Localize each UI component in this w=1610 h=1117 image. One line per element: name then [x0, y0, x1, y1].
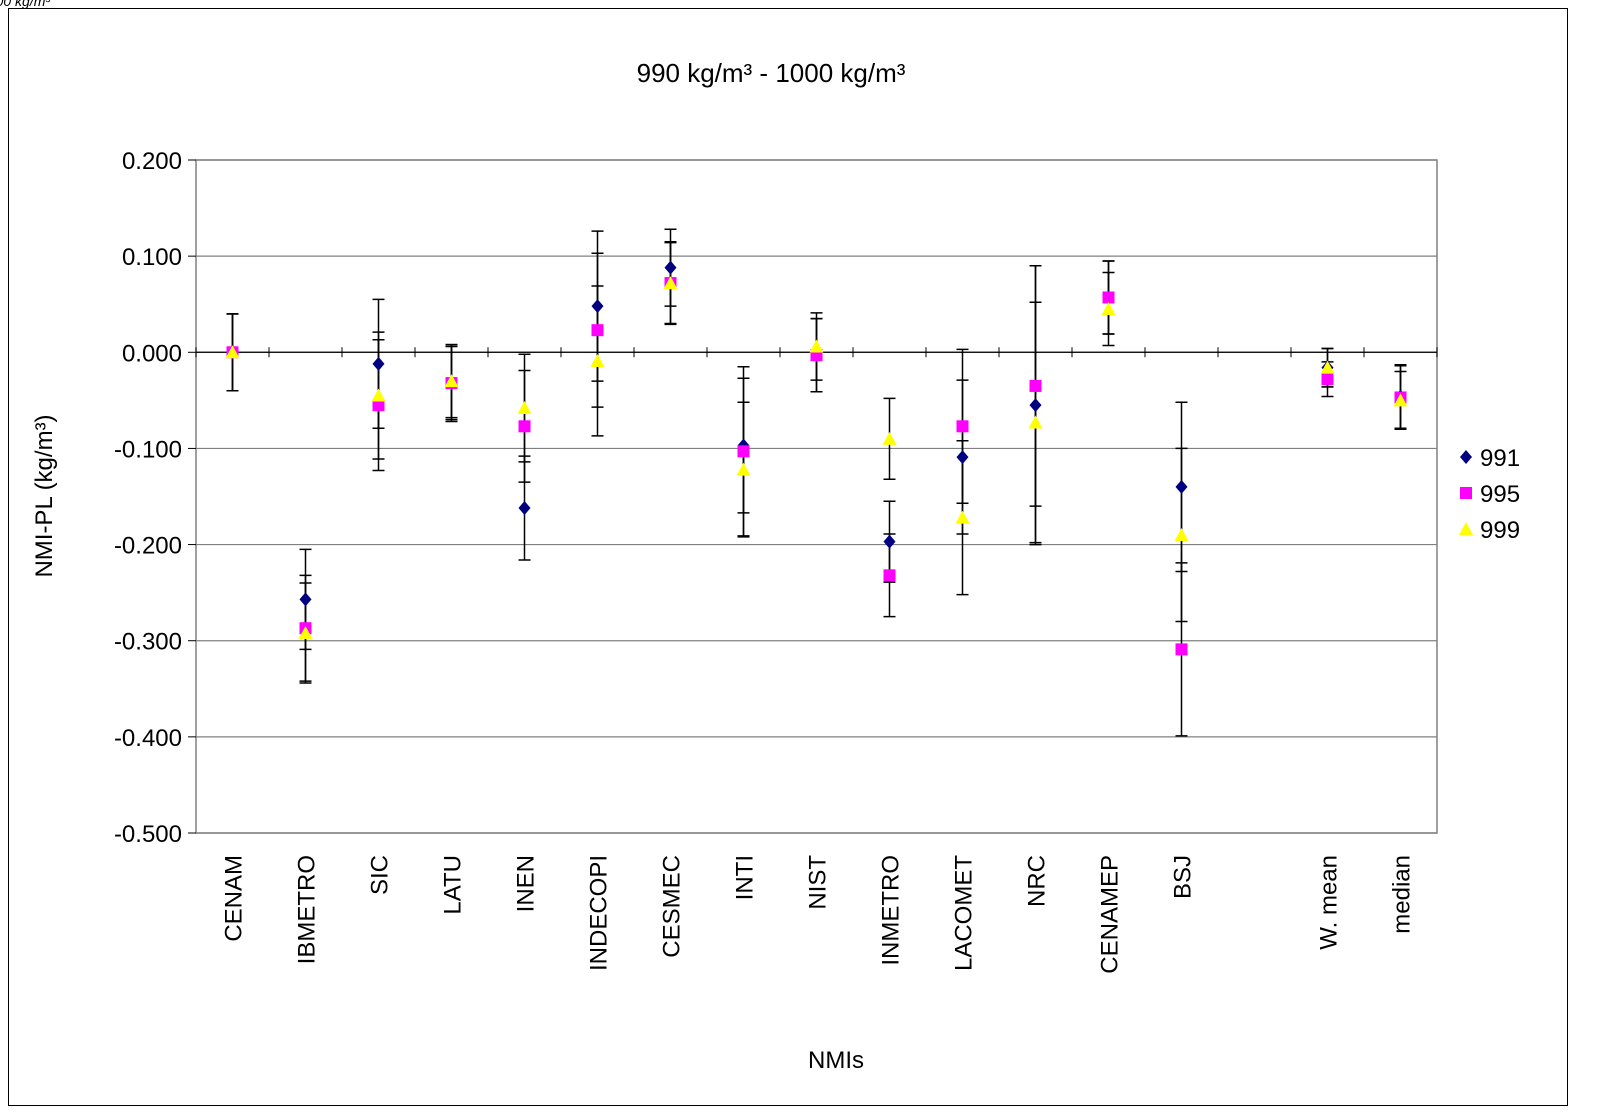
- marker-triangle: [444, 374, 459, 388]
- marker-diamond: [883, 534, 896, 549]
- marker-triangle: [955, 510, 970, 524]
- legend-label: 995: [1480, 481, 1520, 508]
- x-tick-label: NRC: [1024, 855, 1051, 907]
- y-tick-label: -0.400: [114, 725, 182, 752]
- marker-square: [591, 324, 604, 337]
- marker-square: [956, 420, 969, 433]
- x-tick-label: INDECOPI: [586, 855, 613, 971]
- x-tick-label: IBMETRO: [294, 855, 321, 964]
- x-tick-label: NIST: [805, 855, 832, 910]
- marker-square: [1460, 487, 1472, 499]
- header-note: 1000 kg/m³: [0, 0, 50, 9]
- marker-diamond: [1029, 398, 1042, 413]
- marker-triangle: [809, 339, 824, 353]
- marker-square: [1029, 379, 1042, 392]
- marker-triangle: [517, 401, 532, 415]
- marker-diamond: [372, 356, 385, 371]
- x-tick-label: INMETRO: [878, 855, 905, 966]
- y-tick-label: -0.200: [114, 533, 182, 560]
- marker-triangle: [371, 388, 386, 402]
- marker-diamond: [518, 501, 531, 516]
- marker-square: [883, 569, 896, 582]
- y-tick-label: 0.200: [122, 148, 182, 175]
- marker-triangle: [882, 431, 897, 445]
- x-tick-label: INEN: [513, 855, 540, 912]
- x-tick-label: INTI: [732, 855, 759, 900]
- marker-diamond: [591, 299, 604, 314]
- chart-title: 990 kg/m³ - 1000 kg/m³: [637, 58, 906, 88]
- y-tick-label: -0.100: [114, 436, 182, 463]
- marker-triangle: [1028, 415, 1043, 429]
- marker-square: [1102, 291, 1115, 304]
- x-tick-label: BSJ: [1170, 855, 1197, 899]
- plot-area: [195, 159, 1438, 834]
- marker-diamond: [1460, 450, 1472, 464]
- marker-triangle: [590, 353, 605, 367]
- marker-square: [518, 420, 531, 433]
- marker-diamond: [664, 260, 677, 275]
- x-tick-label: SIC: [367, 855, 394, 895]
- marker-square: [737, 445, 750, 458]
- marker-triangle: [1101, 302, 1116, 316]
- x-tick-label: W. mean: [1316, 855, 1343, 950]
- marker-diamond: [1175, 479, 1188, 494]
- x-tick-label: CENAM: [221, 855, 248, 942]
- marker-diamond: [299, 592, 312, 607]
- y-tick-label: -0.500: [114, 821, 182, 848]
- marker-triangle: [298, 626, 313, 640]
- x-tick-label: CESMEC: [659, 855, 686, 958]
- marker-triangle: [663, 276, 678, 290]
- marker-triangle: [1459, 522, 1473, 535]
- marker-triangle: [736, 462, 751, 476]
- legend-label: 991: [1480, 445, 1520, 472]
- marker-square: [1321, 373, 1334, 386]
- legend-label: 999: [1480, 517, 1520, 544]
- x-tick-label: CENAMEP: [1097, 855, 1124, 974]
- x-tick-label: median: [1389, 855, 1416, 934]
- y-tick-label: -0.300: [114, 629, 182, 656]
- marker-triangle: [1320, 360, 1335, 374]
- marker-triangle: [225, 345, 240, 359]
- x-tick-label: LATU: [440, 855, 467, 915]
- marker-diamond: [956, 450, 969, 465]
- x-tick-label: LACOMET: [951, 855, 978, 971]
- marker-square: [1175, 643, 1188, 656]
- y-axis-label: NMI-PL (kg/m³): [31, 414, 58, 577]
- marker-square: [372, 399, 385, 412]
- y-tick-label: 0.000: [122, 340, 182, 367]
- marker-triangle: [1393, 393, 1408, 407]
- marker-triangle: [1174, 527, 1189, 541]
- x-axis-label: NMIs: [808, 1047, 864, 1074]
- y-tick-label: 0.100: [122, 244, 182, 271]
